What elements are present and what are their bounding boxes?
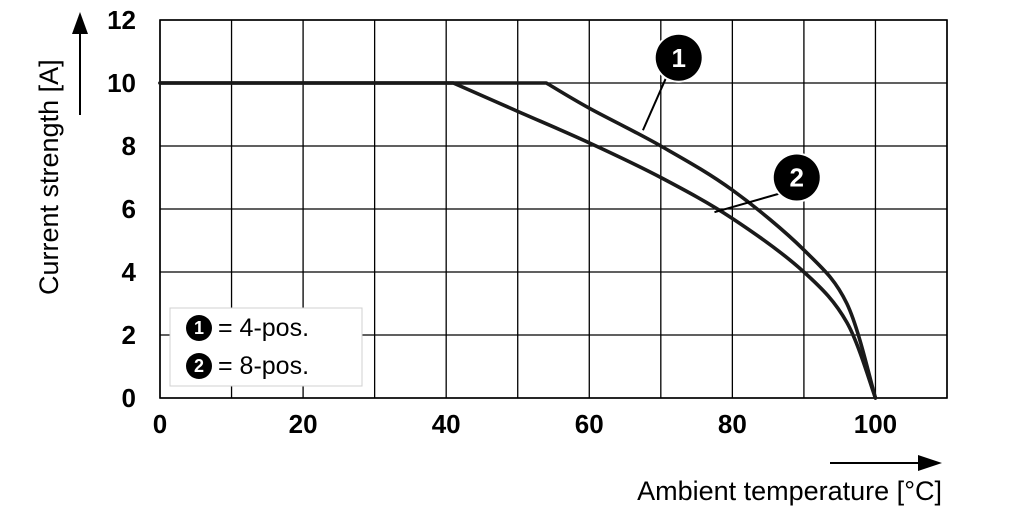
series-layer bbox=[158, 81, 878, 400]
x-axis-title: Ambient temperature [°C] bbox=[637, 476, 942, 506]
legend-marker-1-label: 1 bbox=[194, 318, 204, 338]
y-tick-label: 4 bbox=[122, 257, 137, 287]
callout-badge-2 bbox=[773, 154, 820, 201]
callout-leader-1 bbox=[642, 71, 670, 131]
x-tick-label: 80 bbox=[718, 409, 747, 439]
callout-badge-label-1: 1 bbox=[671, 43, 685, 73]
y-tick-label: 6 bbox=[122, 194, 136, 224]
x-tick-label: 20 bbox=[289, 409, 318, 439]
callout-leader-2 bbox=[714, 190, 788, 214]
y-tick-label: 0 bbox=[122, 383, 136, 413]
callout-badge-1 bbox=[655, 34, 702, 81]
y-axis-ticks: 0 2 4 6 8 10 12 bbox=[107, 5, 136, 413]
y-tick-label: 12 bbox=[107, 5, 136, 35]
series-line-1 bbox=[158, 81, 878, 400]
x-tick-label: 0 bbox=[153, 409, 167, 439]
callouts: 12 bbox=[642, 32, 822, 214]
y-tick-label: 8 bbox=[122, 131, 136, 161]
x-tick-label: 100 bbox=[854, 409, 897, 439]
legend-label-1: = 4-pos. bbox=[218, 314, 309, 342]
legend-marker-2-label: 2 bbox=[194, 356, 204, 376]
callout-badge-label-2: 2 bbox=[790, 163, 804, 193]
y-axis-arrow-head bbox=[72, 12, 88, 34]
series-line-2 bbox=[158, 81, 878, 400]
y-axis-title-group: Current strength [A] bbox=[34, 12, 88, 295]
x-axis-title-group: Ambient temperature [°C] bbox=[637, 455, 942, 506]
y-tick-label: 2 bbox=[122, 320, 136, 350]
plot-frame bbox=[159, 19, 948, 399]
legend-marker-1 bbox=[186, 315, 212, 341]
x-tick-label: 40 bbox=[432, 409, 461, 439]
legend-item-1: 1 = 4-pos. bbox=[186, 314, 309, 342]
legend-label-2: = 8-pos. bbox=[218, 352, 309, 380]
legend-marker-2 bbox=[186, 353, 212, 379]
legend: 1 = 4-pos. 2 = 8-pos. bbox=[169, 307, 363, 387]
y-axis-title: Current strength [A] bbox=[34, 59, 64, 295]
x-axis-arrow-head bbox=[918, 455, 942, 471]
x-tick-label: 60 bbox=[575, 409, 604, 439]
x-axis-ticks: 0 20 40 60 80 100 bbox=[153, 409, 897, 439]
y-tick-label: 10 bbox=[107, 68, 136, 98]
legend-item-2: 2 = 8-pos. bbox=[186, 352, 309, 380]
